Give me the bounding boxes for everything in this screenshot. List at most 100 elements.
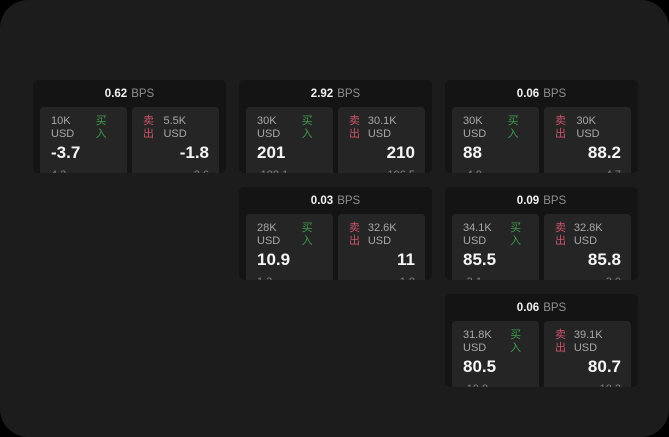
buy-action-label: 买入 [301,222,313,247]
buy-price: 201 [257,143,286,162]
buy-sell-panels: 10K USD 买入 -3.7 4.3 卖出 5.5K USD -1.8 -2.… [33,107,226,173]
sell-panel-top: 卖出 30K USD [555,115,621,141]
sell-action-label: 卖出 [555,115,566,140]
sell-panel-top: 卖出 32.8K USD [555,222,621,248]
buy-delta: -10.8 [463,383,529,387]
buy-volume-label: 10K USD [51,115,75,140]
bps-header: 0.06 BPS [445,294,638,321]
sell-panel-top: 卖出 32.6K USD [349,222,415,248]
sell-volume-label: 30.1K USD [367,115,397,140]
buy-sell-panels: 30K USD 买入 201 -188.1 卖出 30.1K USD 210 1… [239,107,432,173]
buy-panel-top: 10K USD 买入 [51,115,117,141]
buy-panel-top: 31.8K USD 买入 [463,329,529,355]
sell-action-label: 卖出 [349,115,360,140]
buy-volume-label: 30K USD [257,115,281,140]
buy-panel-top: 28K USD 买入 [257,222,323,248]
buy-volume-label: 30K USD [463,115,487,140]
sell-panel[interactable]: 卖出 30K USD 88.2 4.7 [544,107,631,173]
quote-card: 0.06 BPS 31.8K USD 买入 80.5 -10.8 卖出 39.1… [445,294,638,387]
buy-sell-panels: 31.8K USD 买入 80.5 -10.8 卖出 39.1K USD 80.… [445,321,638,387]
buy-action-label: 买入 [510,222,522,247]
buy-delta: -3.1 [463,276,529,280]
sell-delta: 4.7 [555,169,621,173]
sell-panel[interactable]: 卖出 32.6K USD 11 -1.8 [338,214,425,280]
bps-value: 0.06 [516,87,540,100]
buy-panel[interactable]: 30K USD 买入 201 -188.1 [246,107,333,173]
bps-header: 0.09 BPS [445,187,638,214]
sell-price: 88.2 [587,143,621,162]
buy-action-label: 买入 [301,115,313,140]
sell-delta: 196.5 [349,169,415,173]
quote-card: 0.03 BPS 28K USD 买入 10.9 1.3 卖出 32.6K US… [239,187,432,280]
buy-price: 80.5 [463,357,497,376]
quote-card: 0.09 BPS 34.1K USD 买入 85.5 -3.1 卖出 32.8K… [445,187,638,280]
cards-grid: 0.62 BPS 10K USD 买入 -3.7 4.3 卖出 5.5K USD… [33,80,638,387]
bps-header: 0.06 BPS [445,80,638,107]
buy-price: -3.7 [51,143,81,162]
sell-delta: -2.6 [143,169,209,173]
buy-panel[interactable]: 28K USD 买入 10.9 1.3 [246,214,333,280]
sell-action-label: 卖出 [349,222,360,247]
sell-price: 210 [386,143,415,162]
buy-price: 85.5 [463,250,497,269]
buy-sell-panels: 28K USD 买入 10.9 1.3 卖出 32.6K USD 11 -1.8 [239,214,432,280]
buy-price: 10.9 [257,250,291,269]
sell-panel[interactable]: 卖出 30.1K USD 210 196.5 [338,107,425,173]
bps-unit-label: BPS [337,194,361,207]
buy-price: 88 [463,143,482,162]
bps-unit-label: BPS [337,87,361,100]
sell-panel-top: 卖出 30.1K USD [349,115,415,141]
bps-unit-label: BPS [131,87,155,100]
buy-panel[interactable]: 30K USD 买入 88 -4.9 [452,107,539,173]
sell-volume-label: 30K USD [576,115,600,140]
sell-panel[interactable]: 卖出 5.5K USD -1.8 -2.6 [132,107,219,173]
buy-panel-top: 34.1K USD 买入 [463,222,529,248]
buy-action-label: 买入 [507,115,519,140]
sell-panel[interactable]: 卖出 39.1K USD 80.7 10.2 [544,321,631,387]
buy-panel[interactable]: 10K USD 买入 -3.7 4.3 [40,107,127,173]
sell-panel[interactable]: 卖出 32.8K USD 85.8 3.0 [544,214,631,280]
quote-card: 2.92 BPS 30K USD 买入 201 -188.1 卖出 30.1K … [239,80,432,173]
sell-delta: -1.8 [349,276,415,280]
sell-action-label: 卖出 [143,115,154,140]
sell-delta: 10.2 [555,383,621,387]
sell-volume-label: 5.5K USD [163,115,187,140]
sell-volume-label: 32.8K USD [573,222,603,247]
bps-value: 2.92 [310,87,334,100]
sell-price: 85.8 [587,250,621,269]
quote-card: 0.62 BPS 10K USD 买入 -3.7 4.3 卖出 5.5K USD… [33,80,226,173]
sell-action-label: 卖出 [555,329,566,354]
sell-price: 80.7 [587,357,621,376]
buy-volume-label: 28K USD [257,222,281,247]
buy-volume-label: 31.8K USD [463,329,492,354]
bps-unit-label: BPS [543,87,567,100]
buy-panel-top: 30K USD 买入 [257,115,323,141]
buy-delta: 4.3 [51,169,117,173]
buy-delta: 1.3 [257,276,323,280]
sell-price: 11 [397,250,415,269]
buy-action-label: 买入 [95,115,107,140]
buy-panel-top: 30K USD 买入 [463,115,529,141]
sell-panel-top: 卖出 5.5K USD [143,115,209,141]
bps-unit-label: BPS [543,194,567,207]
sell-panel-top: 卖出 39.1K USD [555,329,621,355]
buy-volume-label: 34.1K USD [463,222,492,247]
buy-delta: -4.9 [463,169,529,173]
buy-panel[interactable]: 34.1K USD 买入 85.5 -3.1 [452,214,539,280]
buy-panel[interactable]: 31.8K USD 买入 80.5 -10.8 [452,321,539,387]
bps-header: 2.92 BPS [239,80,432,107]
buy-delta: -188.1 [257,169,323,173]
bps-header: 0.03 BPS [239,187,432,214]
bps-value: 0.06 [516,301,540,314]
bps-unit-label: BPS [543,301,567,314]
bps-header: 0.62 BPS [33,80,226,107]
bps-value: 0.62 [104,87,128,100]
buy-sell-panels: 34.1K USD 买入 85.5 -3.1 卖出 32.8K USD 85.8… [445,214,638,280]
sell-volume-label: 32.6K USD [367,222,397,247]
buy-action-label: 买入 [510,329,522,354]
sell-volume-label: 39.1K USD [573,329,603,354]
quote-card: 0.06 BPS 30K USD 买入 88 -4.9 卖出 30K USD 8… [445,80,638,173]
sell-delta: 3.0 [555,276,621,280]
bps-value: 0.03 [310,194,334,207]
